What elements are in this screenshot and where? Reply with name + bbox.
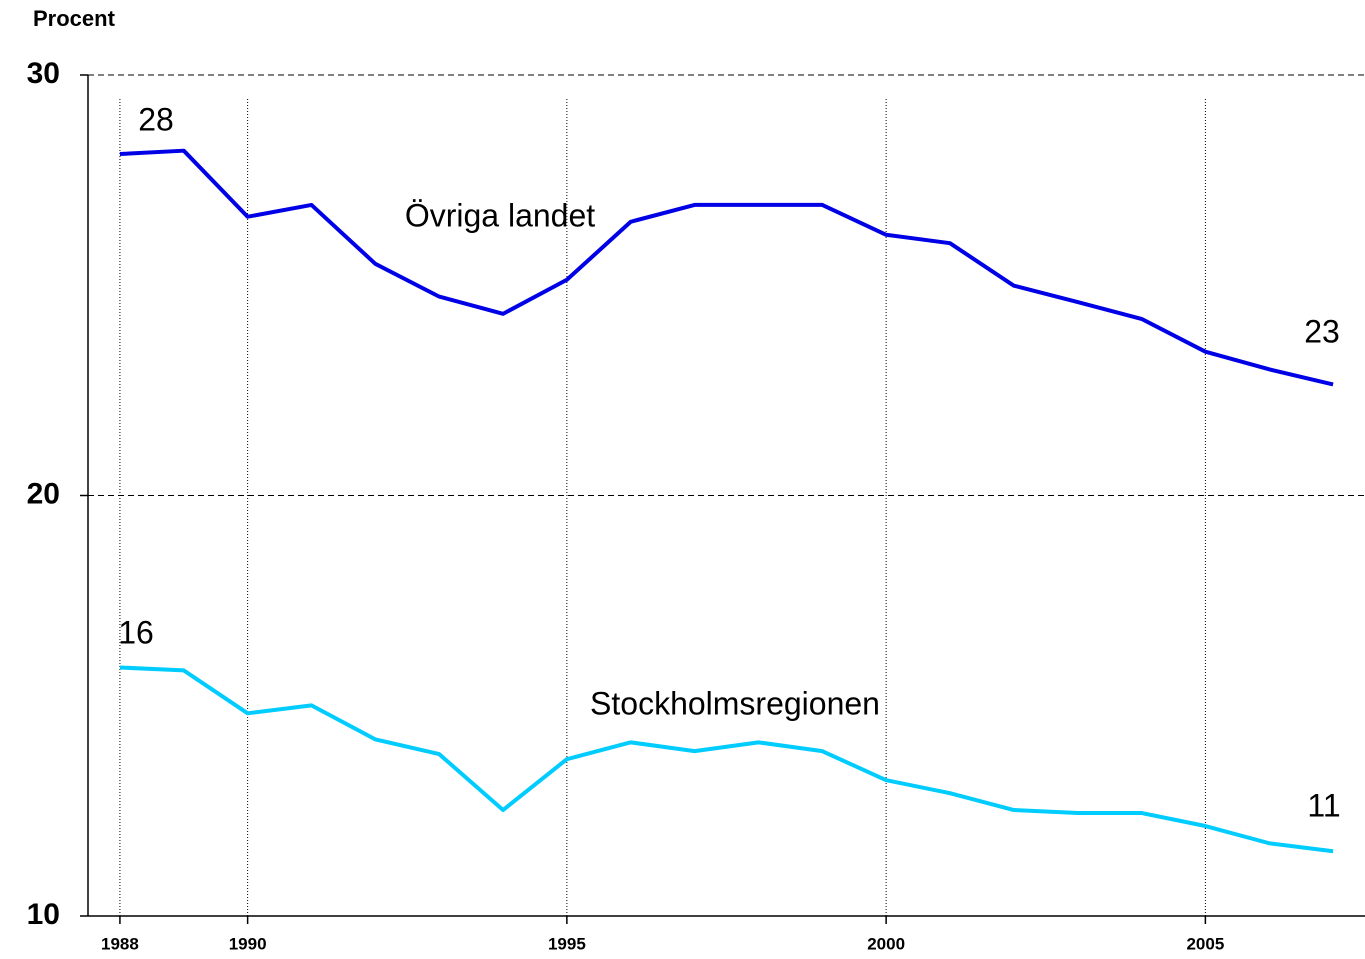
x-tick-label: 1995 [548,934,586,953]
x-tick-label: 1988 [101,934,139,953]
y-axis-label: Procent [33,6,116,31]
annotation: 11 [1307,787,1340,823]
y-tick-label: 30 [27,57,60,90]
series-label: Stockholmsregionen [590,685,880,721]
series-line [119,665,1334,854]
annotation: 28 [138,101,174,137]
y-tick-label: 20 [27,477,60,510]
x-tick-label: 1990 [229,934,267,953]
annotation: 16 [118,614,154,650]
x-tick-label: 2000 [867,934,905,953]
series-label: Övriga landet [405,197,595,233]
y-tick-label: 10 [27,898,60,931]
series-line [119,148,1334,387]
x-tick-label: 2005 [1186,934,1224,953]
annotation: 23 [1304,313,1340,349]
